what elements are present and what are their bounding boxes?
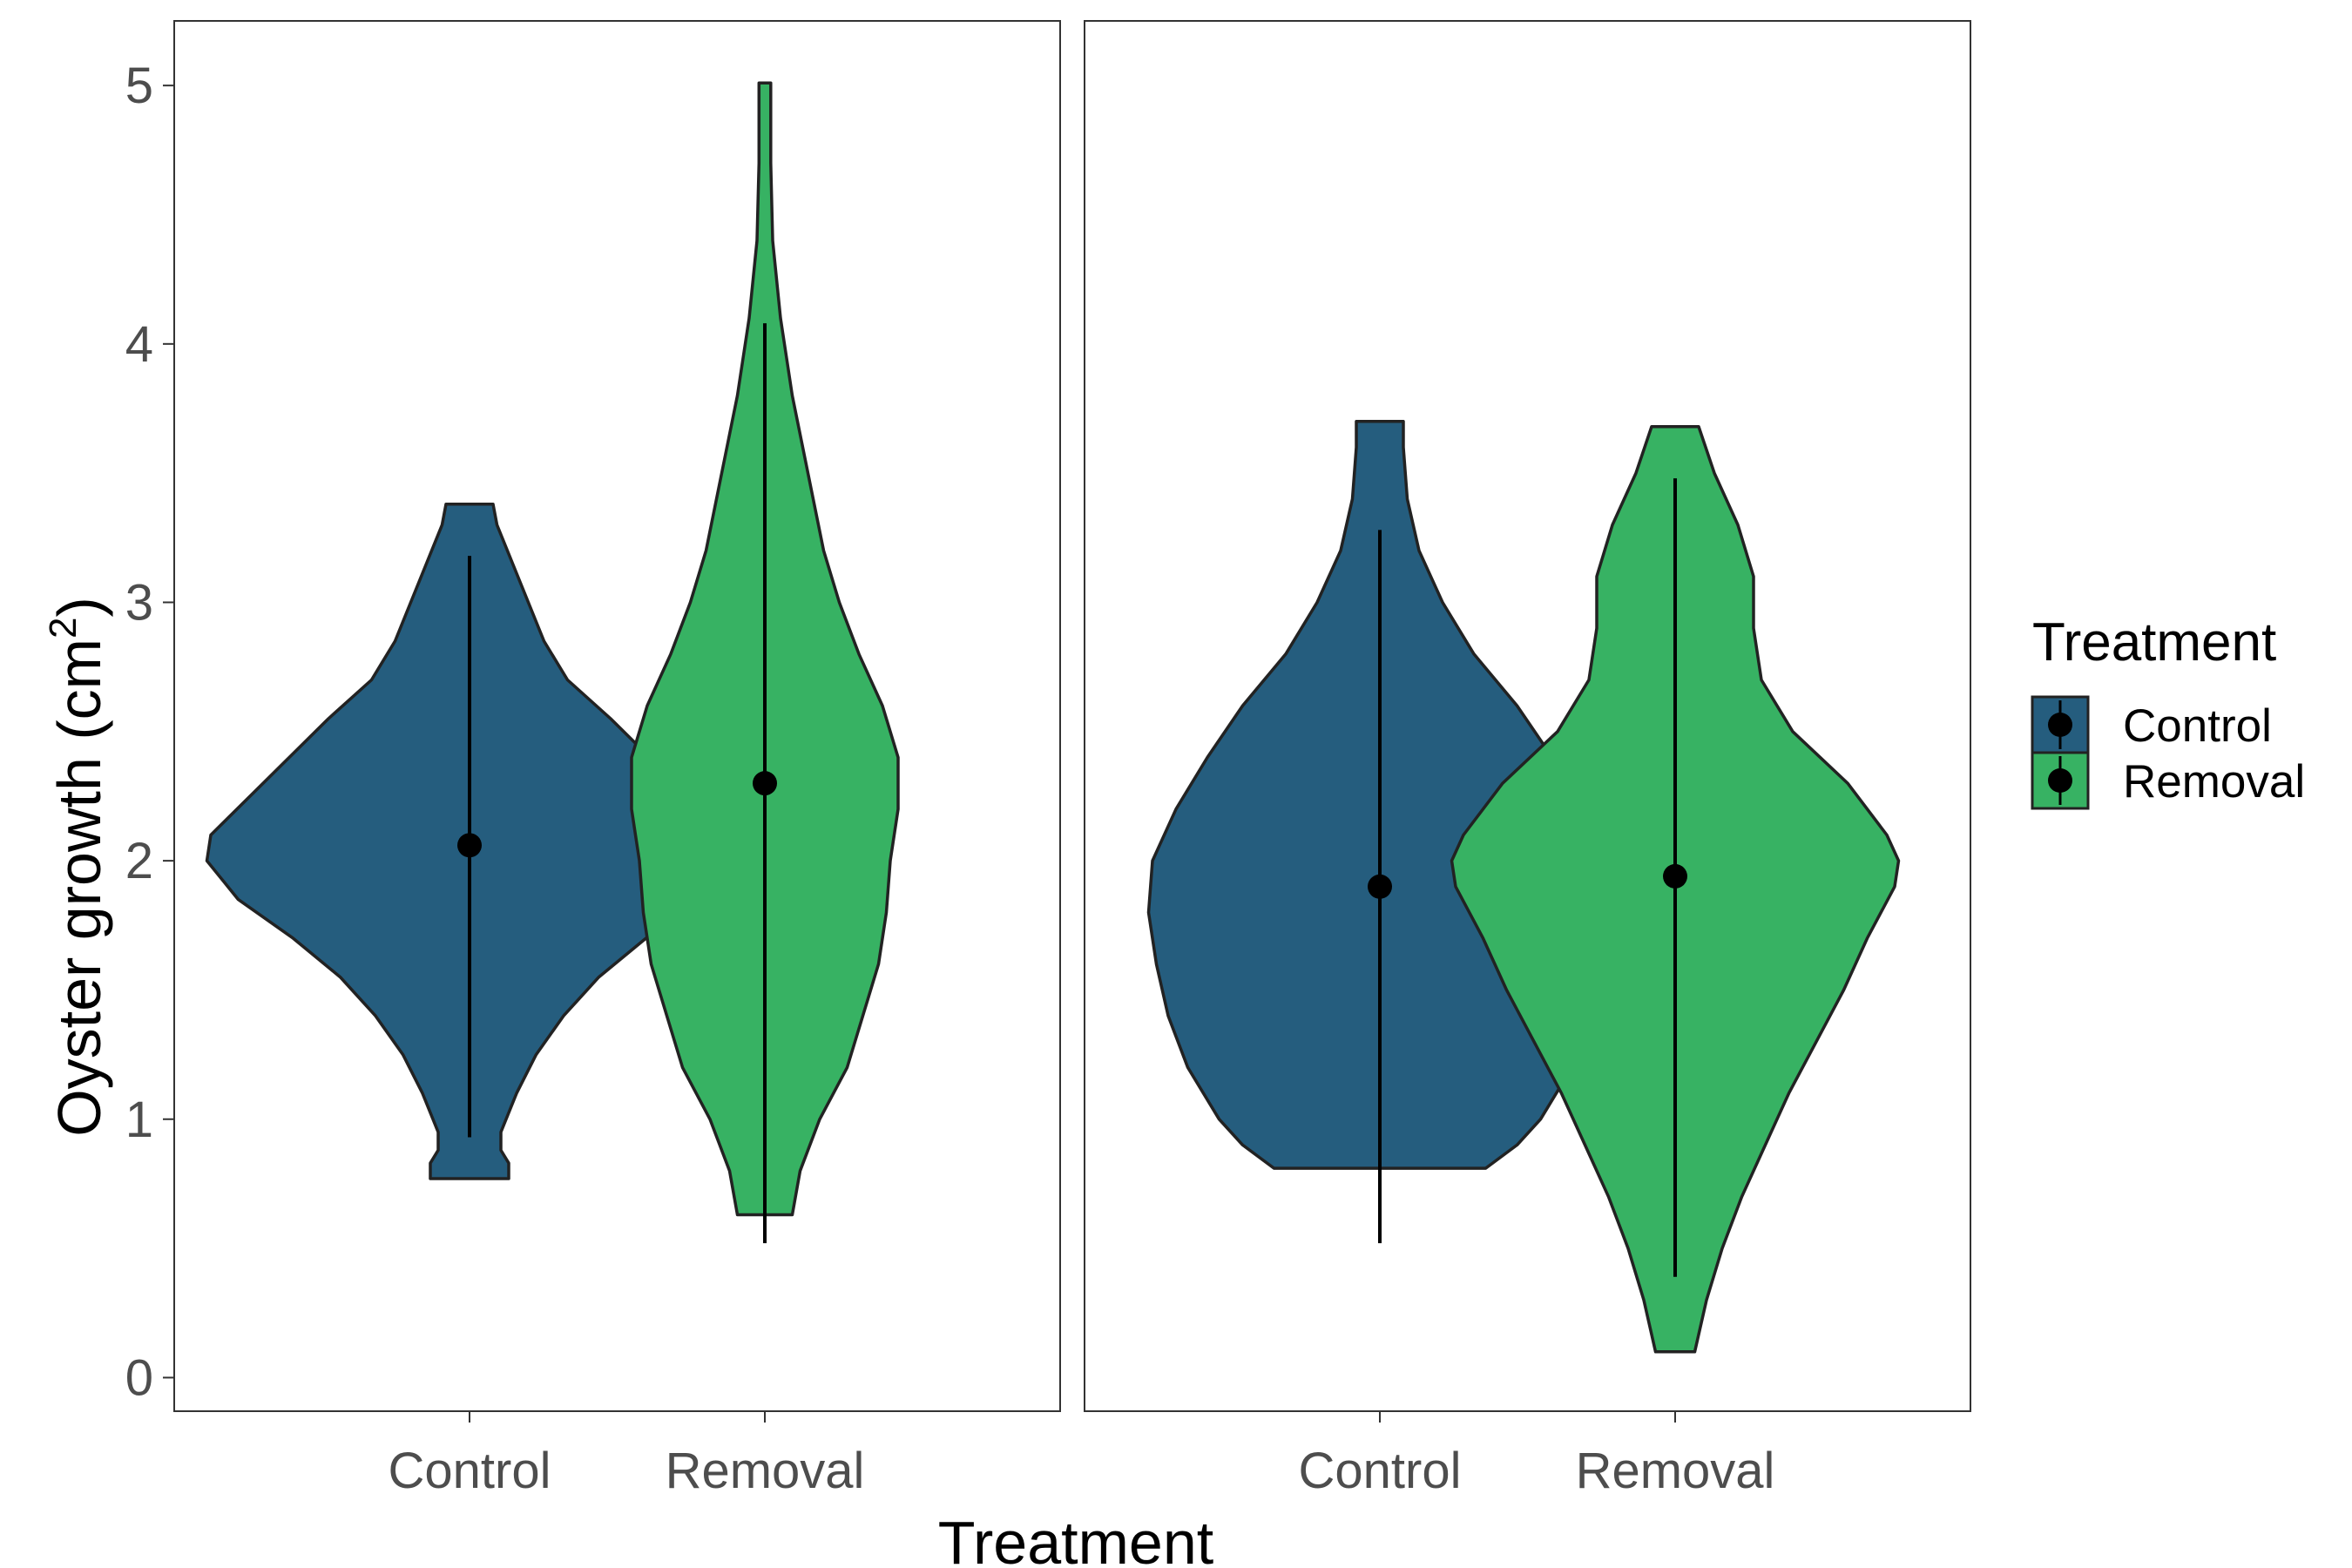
- median-point-removal-panel-1: [753, 771, 777, 796]
- y-tick-label-3: 3: [125, 574, 153, 631]
- x-tick-label-control-panel-2: Control: [1299, 1443, 1462, 1499]
- y-axis-title: Oyster growth (cm2): [42, 597, 113, 1137]
- median-point-removal-panel-2: [1663, 863, 1687, 889]
- x-axis-title: Treatment: [938, 1509, 1213, 1568]
- panel-2: [1084, 20, 1971, 1412]
- panel-border-2: [1084, 20, 1971, 1412]
- legend-key-point-control: [2048, 713, 2072, 737]
- x-axis: Control Removal Control Removal: [389, 1411, 1775, 1499]
- y-axis: 0 1 2 3 4 5: [125, 57, 174, 1406]
- y-tick-label-5: 5: [125, 57, 153, 114]
- y-tick-label-4: 4: [125, 316, 153, 373]
- y-tick-label-0: 0: [125, 1349, 153, 1406]
- y-axis-title-main: Oyster growth (cm: [45, 639, 113, 1137]
- panel-1: [173, 20, 1061, 1412]
- panel-border-1: [173, 20, 1061, 1412]
- legend-title: Treatment: [2032, 612, 2276, 672]
- y-tick-label-2: 2: [125, 833, 153, 889]
- legend-label-control: Control: [2123, 700, 2272, 752]
- panels: [173, 20, 1971, 1412]
- y-axis-title-end: ): [45, 597, 113, 617]
- median-point-control-panel-1: [457, 833, 482, 858]
- y-tick-label-1: 1: [125, 1092, 153, 1148]
- y-axis-title-superscript: 2: [42, 618, 84, 639]
- x-tick-label-control-panel-1: Control: [389, 1443, 551, 1499]
- legend-label-removal: Removal: [2123, 756, 2305, 808]
- median-point-control-panel-2: [1368, 874, 1392, 899]
- legend-key-point-removal: [2048, 768, 2072, 793]
- x-tick-label-removal-panel-2: Removal: [1576, 1443, 1775, 1499]
- x-tick-label-removal-panel-1: Removal: [666, 1443, 865, 1499]
